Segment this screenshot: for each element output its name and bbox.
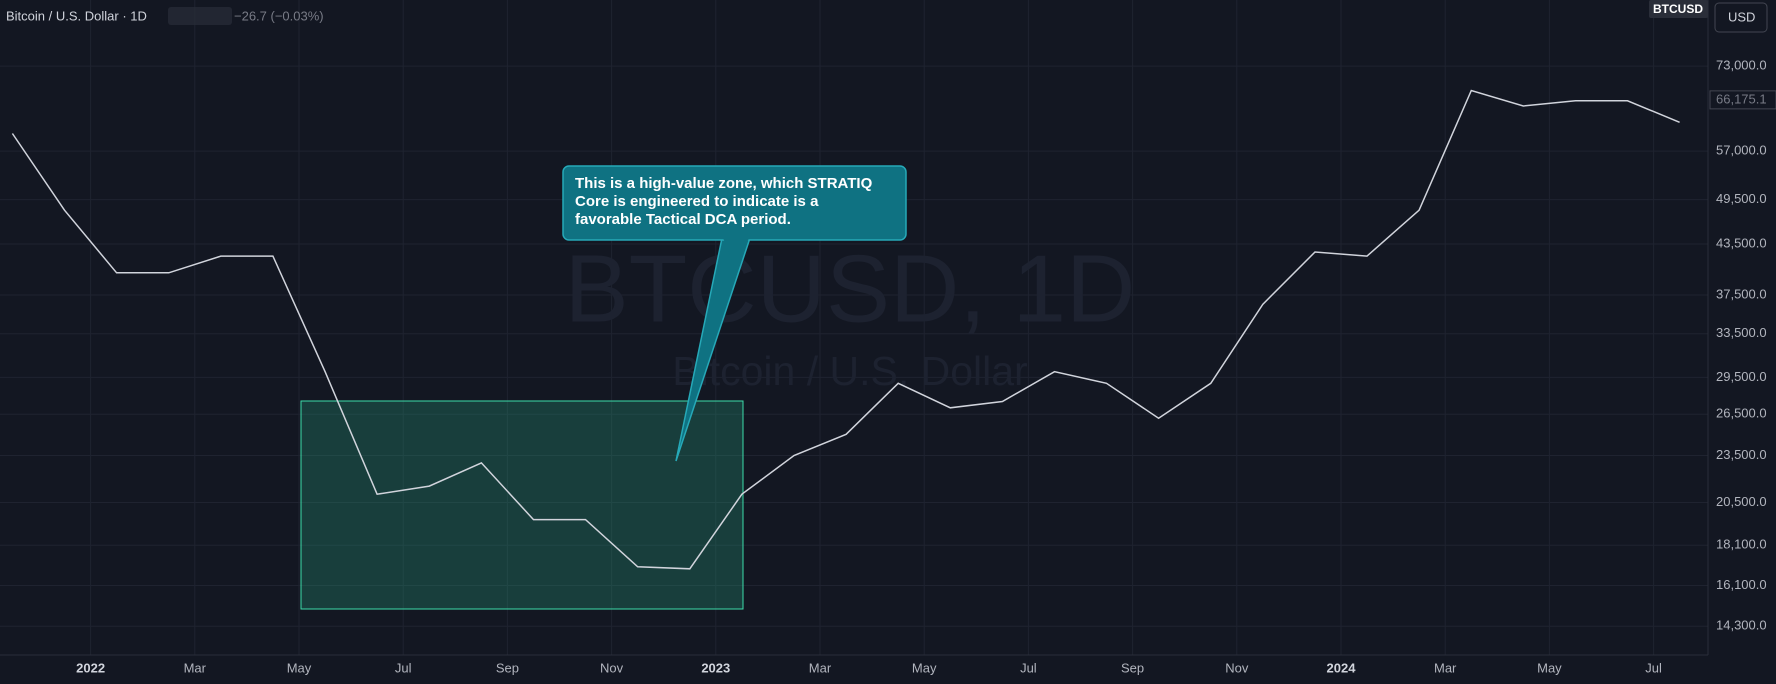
y-tick-label: 57,000.0 [1716,143,1767,158]
x-tick-label: Mar [1434,660,1457,675]
y-tick-label: 37,500.0 [1716,286,1767,301]
price-axis [1708,0,1776,684]
redacted [168,7,232,25]
price-change: −26.7 (−0.03%) [234,8,324,23]
y-tick-label: 26,500.0 [1716,406,1767,421]
x-tick-label: Nov [600,660,624,675]
symbol-title: Bitcoin / U.S. Dollar · 1D [6,8,147,23]
last-price-box [1709,90,1776,110]
price-line [11,89,1680,570]
callout-text: favorable Tactical DCA period. [575,211,791,228]
last-price-label: 66,175.1 [1716,91,1767,106]
x-tick-label: Mar [809,660,832,675]
y-tick-label: 49,500.0 [1716,191,1767,206]
x-tick-label: Sep [1121,660,1144,675]
x-tick-label: Jul [395,660,412,675]
callout-text: Core is engineered to indicate is a [575,193,819,210]
x-tick-label: May [287,660,312,675]
y-tick-label: 33,500.0 [1716,325,1767,340]
watermark-title: BTCUSD, 1D [565,235,1136,342]
x-tick-label: Jul [1645,660,1662,675]
y-tick-label: 29,500.0 [1716,369,1767,384]
x-tick-label: Sep [496,660,519,675]
x-tick-label: May [1537,660,1562,675]
callout-join [723,238,749,270]
highlight-zone[interactable] [300,400,744,610]
y-tick-label: 20,500.0 [1716,494,1767,509]
x-tick-label: Nov [1225,660,1249,675]
y-tick-label: 73,000.0 [1716,58,1767,73]
watermark-subtitle: Bitcoin / U.S. Dollar [672,348,1027,394]
currency-text: USD [1728,9,1755,24]
x-tick-label: 2022 [76,660,105,675]
y-tick-label: 43,500.0 [1716,235,1767,250]
symbol-badge-text: BTCUSD [1653,2,1703,16]
x-tick-label: Mar [184,660,207,675]
y-tick-label: 23,500.0 [1716,447,1767,462]
x-tick-label: Jul [1020,660,1037,675]
time-axis [0,655,1776,684]
x-tick-label: 2024 [1327,660,1357,675]
x-tick-label: 2023 [701,660,730,675]
callout-text: This is a high-value zone, which STRATIQ [575,175,873,192]
symbol-badge[interactable] [1649,0,1708,18]
x-tick-label: May [912,660,937,675]
y-tick-label: 18,100.0 [1716,537,1767,552]
currency-button[interactable] [1714,2,1768,33]
y-tick-label: 14,300.0 [1716,618,1767,633]
y-tick-label: 16,100.0 [1716,577,1767,592]
